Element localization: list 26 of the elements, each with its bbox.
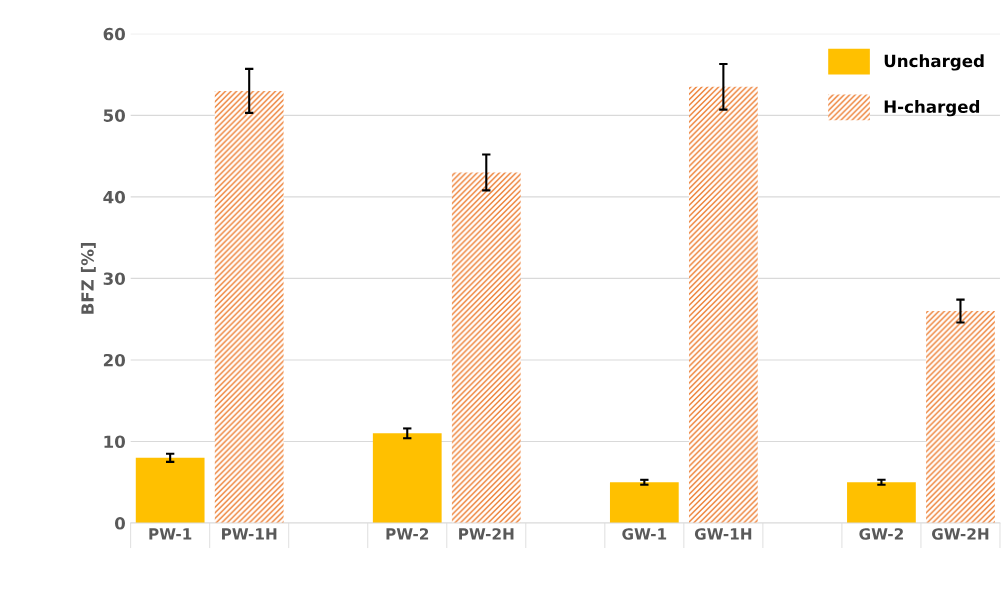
- bar: [372, 433, 442, 524]
- y-tick-label: 50: [103, 109, 125, 122]
- x-tick-label: PW-2: [386, 528, 429, 540]
- bar: [926, 311, 995, 524]
- x-tick-label: GW-1H: [694, 528, 752, 540]
- y-tick-label: 10: [104, 435, 125, 449]
- bar: [688, 86, 758, 524]
- bar: [135, 457, 205, 524]
- y-tick-label: 60: [103, 27, 125, 41]
- bar: [847, 482, 916, 524]
- x-tick-label: PW-1H: [222, 528, 277, 540]
- x-tick-label: PW-2H: [459, 528, 514, 540]
- bar: [451, 172, 521, 524]
- x-tick-label: GW-2: [859, 528, 903, 540]
- x-tick-label: PW-1: [149, 528, 192, 540]
- x-tick-label: GW-2H: [931, 528, 989, 540]
- y-tick-label: 30: [103, 272, 125, 285]
- y-tick-label: 40: [103, 190, 125, 204]
- y-axis-title: BFZ [%]: [80, 242, 96, 314]
- y-tick-label: 20: [103, 353, 125, 367]
- x-tick-label: GW-1: [622, 528, 667, 540]
- legend-label: H-charged: [884, 100, 980, 117]
- legend-label: Uncharged: [884, 54, 984, 71]
- bar: [214, 90, 284, 524]
- bar: [609, 482, 679, 524]
- y-tick-label: 0: [114, 516, 125, 530]
